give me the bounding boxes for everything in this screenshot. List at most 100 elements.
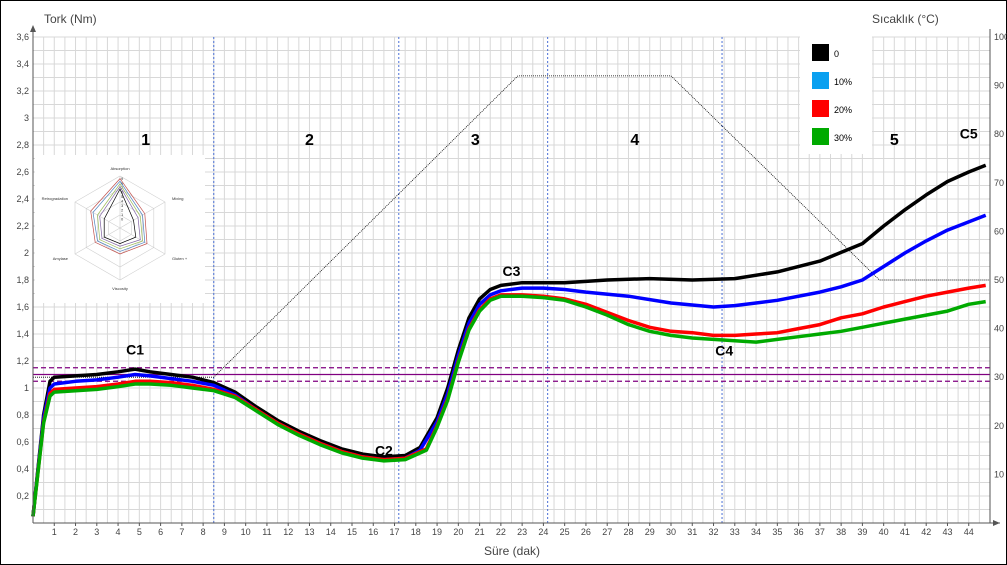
y-tick-label: 2,4 — [16, 194, 29, 204]
x-tick-label: 15 — [347, 527, 357, 537]
y2-tick-label: 20 — [994, 421, 1004, 431]
radar-scale-label: 5 — [121, 194, 124, 199]
x-tick-label: 18 — [411, 527, 421, 537]
y-tick-label: 0,8 — [16, 410, 29, 420]
y-tick-label: 2,8 — [16, 140, 29, 150]
y-axis-title: Tork (Nm) — [44, 12, 97, 26]
x-tick-label: 7 — [179, 527, 184, 537]
radar-scale-label: 3 — [121, 203, 124, 208]
y-tick-label: 1,4 — [16, 329, 29, 339]
x-tick-label: 32 — [709, 527, 719, 537]
x-tick-label: 29 — [645, 527, 655, 537]
radar-scale-label: 9 — [121, 176, 124, 181]
y-tick-label: 0,4 — [16, 464, 29, 474]
y2-tick-label: 60 — [994, 226, 1004, 236]
radar-axis-label: Mixing — [172, 196, 184, 201]
x-tick-label: 40 — [879, 527, 889, 537]
point-label: C2 — [375, 443, 393, 459]
radar-series — [97, 183, 143, 250]
x-tick-label: 36 — [794, 527, 804, 537]
radar-axis-label: Absorption — [110, 166, 129, 171]
y-tick-label: 3 — [24, 113, 29, 123]
x-tick-label: 21 — [475, 527, 485, 537]
x-tick-label: 1 — [52, 527, 57, 537]
radar-series — [99, 185, 141, 247]
radar-scale-label: 8 — [121, 181, 124, 186]
x-tick-label: 6 — [158, 527, 163, 537]
x-tick-label: 4 — [116, 527, 121, 537]
radar-axis-label: Viscosity — [112, 286, 128, 291]
y2-tick-label: 10 — [994, 469, 1004, 479]
x-tick-label: 26 — [581, 527, 591, 537]
y2-tick-label: 70 — [994, 178, 1004, 188]
radar-series — [103, 188, 137, 244]
chart-axes — [30, 25, 1000, 526]
radar-inset: Absorption Mixing Gluten + Viscosity Amylase… — [35, 155, 205, 303]
legend-label: 0 — [834, 49, 839, 59]
y-tick-label: 0,2 — [16, 491, 29, 501]
x-tick-label: 3 — [94, 527, 99, 537]
x-axis-title: Süre (dak) — [484, 544, 540, 558]
reference-lines — [33, 367, 990, 382]
point-label: C5 — [960, 125, 978, 141]
x-tick-label: 13 — [304, 527, 314, 537]
radar-series — [92, 180, 146, 252]
x-tick-label: 37 — [815, 527, 825, 537]
y-axis-arrow — [30, 25, 36, 32]
x-tick-label: 34 — [751, 527, 761, 537]
phase-label: 1 — [141, 132, 150, 149]
y-tick-label: 1,8 — [16, 275, 29, 285]
legend-swatch — [812, 72, 829, 89]
x-tick-label: 10 — [241, 527, 251, 537]
x-tick-label: 38 — [836, 527, 846, 537]
x-tick-label: 39 — [857, 527, 867, 537]
y2-tick-label: 100 — [994, 32, 1007, 42]
legend-label: 10% — [834, 77, 852, 87]
x-tick-label: 28 — [623, 527, 633, 537]
x-tick-label: 42 — [921, 527, 931, 537]
x-tick-label: 31 — [687, 527, 697, 537]
y2-axis-title: Sıcaklık (°C) — [872, 12, 939, 26]
phase-label: 4 — [630, 132, 639, 149]
x-tick-label: 41 — [900, 527, 910, 537]
y-tick-label: 2,2 — [16, 221, 29, 231]
y-tick-label: 1,2 — [16, 356, 29, 366]
y-tick-label: 3,6 — [16, 32, 29, 42]
y2-tick-label: 90 — [994, 81, 1004, 91]
x-tick-label: 20 — [453, 527, 463, 537]
radar-scale-label: 6 — [121, 190, 124, 195]
legend-swatch — [812, 128, 829, 145]
x-tick-label: 8 — [201, 527, 206, 537]
phase-labels: 1 2 3 4 5 — [141, 132, 899, 149]
point-labels: C1 C2 C3 C4 C5 — [126, 125, 978, 458]
radar-axis-label: Gluten + — [172, 256, 188, 261]
y2-tick-labels: 10 20 30 40 50 60 70 80 90 100 — [994, 32, 1007, 479]
x-tick-label: 25 — [560, 527, 570, 537]
point-label: C1 — [126, 341, 144, 357]
x-tick-label: 44 — [964, 527, 974, 537]
y-tick-label: 3,4 — [16, 59, 29, 69]
x-axis-arrow — [993, 520, 1000, 526]
point-label: C4 — [715, 343, 733, 359]
x-tick-label: 9 — [222, 527, 227, 537]
y2-tick-label: 80 — [994, 129, 1004, 139]
x-tick-label: 24 — [538, 527, 548, 537]
legend-swatch — [812, 100, 829, 117]
y-tick-label: 0,6 — [16, 437, 29, 447]
x-tick-label: 22 — [496, 527, 506, 537]
x-tick-label: 19 — [432, 527, 442, 537]
legend-label: 30% — [834, 133, 852, 143]
y-tick-label: 2 — [24, 248, 29, 258]
x-tick-label: 27 — [602, 527, 612, 537]
x-tick-label: 11 — [262, 527, 271, 537]
x-tick-label: 14 — [326, 527, 336, 537]
phase-divider-lines — [213, 37, 723, 523]
x-tick-label: 17 — [390, 527, 400, 537]
radar-scale-label: 2 — [121, 208, 124, 213]
x-tick-label: 30 — [666, 527, 676, 537]
phase-label: 5 — [890, 132, 899, 149]
phase-label: 3 — [471, 132, 480, 149]
legend-swatch — [812, 44, 829, 61]
y-tick-label: 3,2 — [16, 86, 29, 96]
